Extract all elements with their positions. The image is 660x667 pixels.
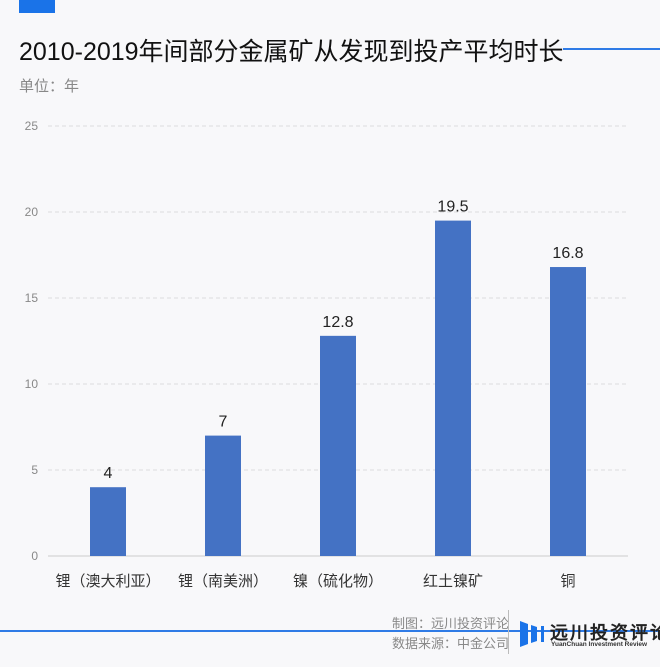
y-tick-label: 15 xyxy=(25,291,39,305)
chart-title: 2010-2019年间部分金属矿从发现到投产平均时长 xyxy=(19,38,564,66)
data-source: 数据来源：中金公司 xyxy=(392,636,510,651)
bar xyxy=(550,267,586,556)
bar xyxy=(320,335,356,556)
y-tick-label: 20 xyxy=(25,205,39,219)
x-tick-label: 铜 xyxy=(560,573,575,590)
title-decoration-line xyxy=(563,48,660,50)
footer-line xyxy=(0,630,660,632)
logo-subtitle: YuanChuan Investment Review xyxy=(551,641,648,648)
logo-icon xyxy=(520,621,544,647)
bar-chart: 0 5 10 15 20 25 4 锂（澳大利亚） 7 锂（南美洲） 12.8 镍（硫化物） 19.5 红… xyxy=(25,119,628,590)
y-tick-label: 25 xyxy=(25,119,39,133)
x-tick-label: 锂（澳大利亚） xyxy=(55,573,160,590)
bar xyxy=(435,220,471,556)
unit-label: 单位：年 xyxy=(19,78,80,95)
x-tick-label: 镍（硫化物） xyxy=(293,572,383,590)
logo-name: 远川投资评论 xyxy=(550,623,660,643)
data-label: 7 xyxy=(219,414,228,431)
y-tick-label: 0 xyxy=(31,549,38,563)
footer-divider xyxy=(508,610,509,654)
x-tick-label: 红土镍矿 xyxy=(423,572,483,590)
bar xyxy=(205,435,241,556)
y-tick-label: 5 xyxy=(31,463,38,477)
data-label: 19.5 xyxy=(437,199,468,216)
data-label: 16.8 xyxy=(552,245,583,262)
data-label: 4 xyxy=(104,465,113,482)
data-label: 12.8 xyxy=(322,314,353,331)
x-tick-label: 锂（南美洲） xyxy=(178,573,268,590)
bar xyxy=(90,487,126,556)
y-tick-label: 10 xyxy=(25,377,39,391)
made-by-credit: 制图：远川投资评论 xyxy=(392,616,510,631)
accent-bar xyxy=(19,0,55,13)
